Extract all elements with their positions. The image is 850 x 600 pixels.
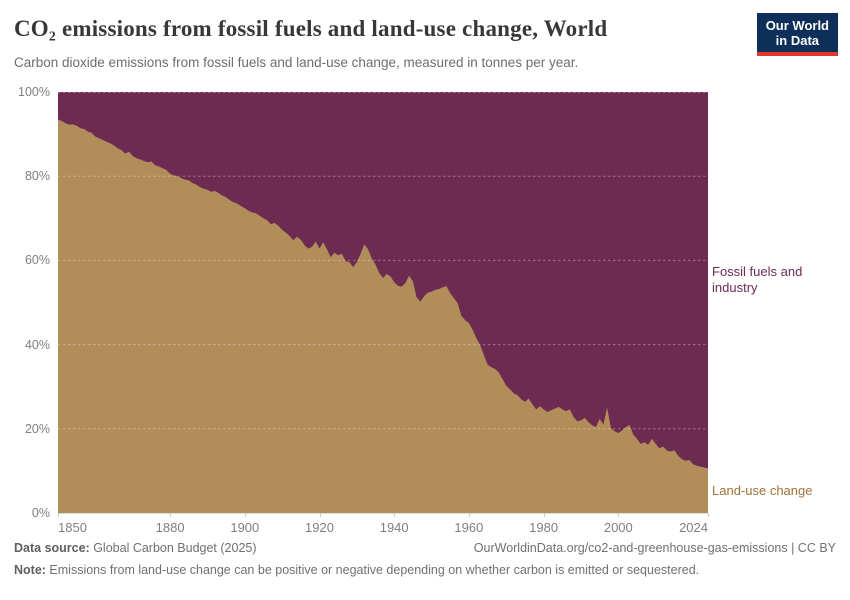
owid-logo-line1: Our World (765, 18, 829, 33)
page-title: CO₂ emissions from fossil fuels and land… (14, 16, 608, 41)
series-label-fossil-fuels: Fossil fuels and industry (712, 264, 803, 295)
x-tick-mark-1960 (468, 513, 470, 517)
datasource-label: Data source: (14, 541, 90, 555)
y-tick-label-20%: 20% (24, 421, 50, 436)
x-tick-mark-2024 (708, 513, 709, 517)
x-tick-label-1900: 1900 (230, 520, 260, 535)
gridlines (58, 92, 708, 430)
note-value: Emissions from land-use change can be po… (45, 563, 700, 577)
x-tick-label-1980: 1980 (529, 520, 559, 535)
x-tick-label-1880: 1880 (155, 520, 185, 535)
x-tick-label-1960: 1960 (454, 520, 484, 535)
x-tick-label-2000: 2000 (603, 520, 633, 535)
footer-datasource: Data source: Global Carbon Budget (2025) (14, 541, 257, 555)
y-tick-label-0%: 0% (31, 506, 50, 520)
owid-logo-line2: in Data (775, 33, 820, 48)
chart-plot[interactable] (58, 92, 708, 513)
x-tick-mark-1850 (58, 513, 59, 517)
area-land-use-change[interactable] (58, 119, 708, 513)
x-tick-label-1850: 1850 (58, 520, 87, 535)
x-tick-label-1920: 1920 (305, 520, 334, 535)
y-tick-label-40%: 40% (24, 337, 50, 352)
footer-note: Note: Emissions from land-use change can… (14, 563, 834, 577)
x-tick-label-1940: 1940 (379, 520, 409, 535)
x-tick-mark-1920 (319, 513, 321, 517)
series-label-land-use-change: Land-use change (712, 483, 813, 498)
owid-logo[interactable]: Our World in Data (756, 13, 838, 56)
x-tick-label-2024: 2024 (679, 520, 708, 535)
x-tick-mark-2000 (618, 513, 620, 517)
y-tick-label-60%: 60% (24, 253, 50, 268)
y-tick-label-80%: 80% (24, 169, 50, 184)
x-axis-line (58, 513, 708, 514)
x-tick-mark-1900 (244, 513, 246, 517)
x-tick-mark-1980 (543, 513, 545, 517)
datasource-value: Global Carbon Budget (2025) (89, 541, 257, 555)
page-subtitle: Carbon dioxide emissions from fossil fue… (14, 55, 579, 70)
x-tick-mark-1880 (170, 513, 172, 517)
footer-url-link[interactable]: OurWorldinData.org/co2-and-greenhouse-ga… (473, 541, 836, 555)
note-label: Note: (14, 563, 46, 577)
x-tick-mark-1940 (394, 513, 396, 517)
y-tick-label-100%: 100% (18, 85, 50, 99)
